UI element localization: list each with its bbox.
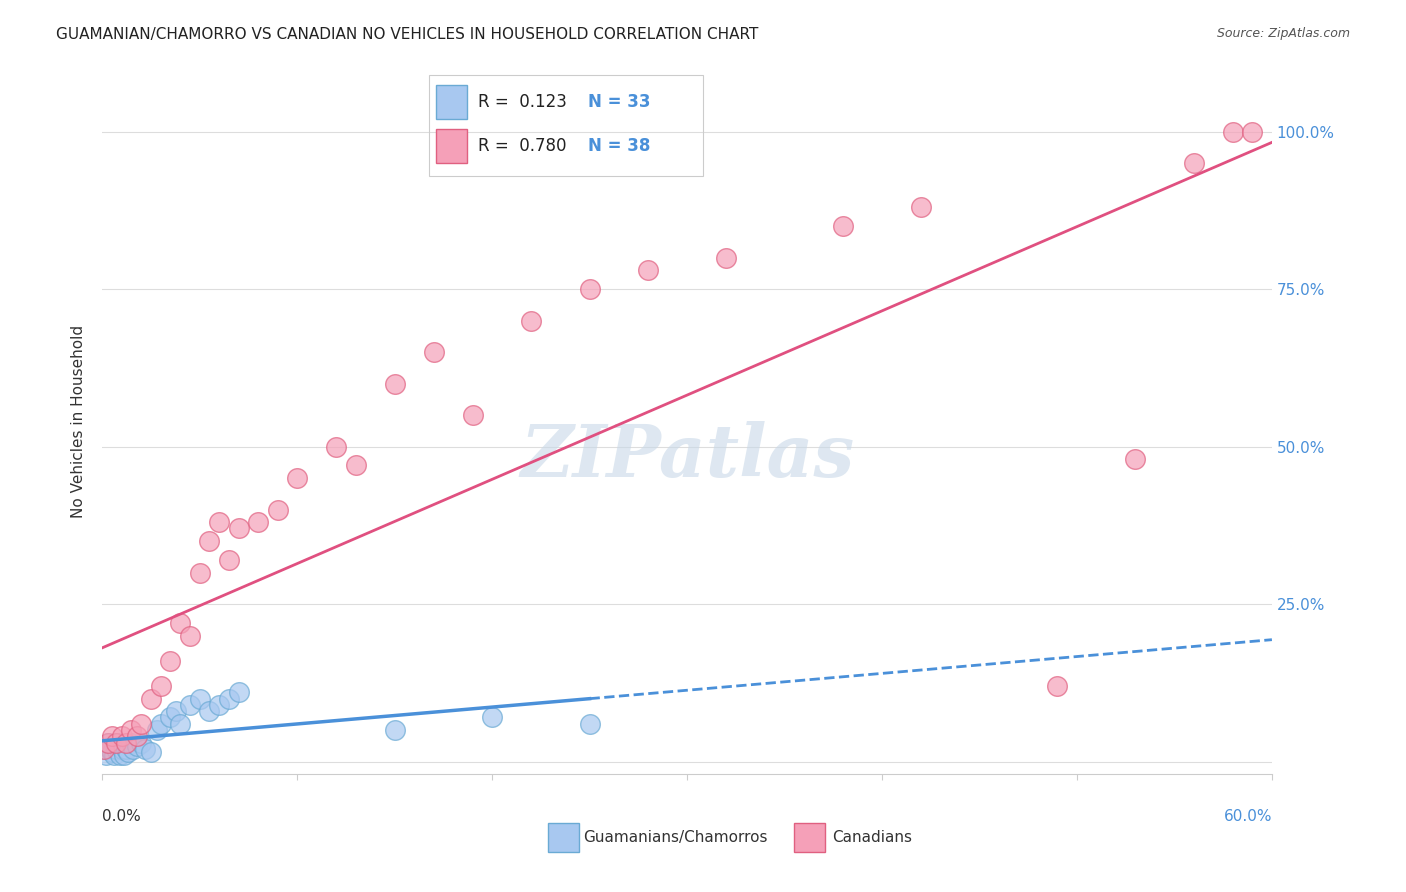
Point <box>112 748 135 763</box>
Point <box>108 748 131 763</box>
Point <box>520 313 543 327</box>
Point <box>149 716 172 731</box>
Text: R =  0.123: R = 0.123 <box>478 93 567 111</box>
Point <box>578 716 600 731</box>
Point <box>832 219 855 233</box>
Point <box>127 729 149 743</box>
Point <box>111 729 134 743</box>
Point <box>169 716 191 731</box>
Point <box>169 615 191 630</box>
Point <box>149 679 172 693</box>
Point <box>117 745 139 759</box>
Point <box>208 698 231 712</box>
Point <box>714 251 737 265</box>
Point <box>101 729 124 743</box>
Point <box>159 710 181 724</box>
Point <box>384 723 406 737</box>
Point <box>104 742 127 756</box>
Point <box>218 553 240 567</box>
Text: 0.0%: 0.0% <box>103 809 141 824</box>
Text: N = 38: N = 38 <box>588 136 650 154</box>
Y-axis label: No Vehicles in Household: No Vehicles in Household <box>72 325 86 518</box>
Point <box>93 742 115 756</box>
Point <box>165 704 187 718</box>
Point <box>188 691 211 706</box>
Point <box>107 736 129 750</box>
Point <box>228 521 250 535</box>
Point <box>1182 156 1205 170</box>
Text: Guamanians/Chamorros: Guamanians/Chamorros <box>583 830 768 845</box>
Point <box>104 736 127 750</box>
Point <box>266 502 288 516</box>
Point <box>111 742 134 756</box>
Text: 60.0%: 60.0% <box>1223 809 1272 824</box>
Point <box>481 710 503 724</box>
Point <box>97 736 120 750</box>
Point <box>179 698 201 712</box>
Point <box>101 745 124 759</box>
Point <box>384 376 406 391</box>
Text: Source: ZipAtlas.com: Source: ZipAtlas.com <box>1216 27 1350 40</box>
Point <box>1241 124 1264 138</box>
Point <box>325 440 347 454</box>
Point <box>127 739 149 753</box>
Point <box>1222 124 1244 138</box>
Point <box>93 742 115 756</box>
Point <box>422 345 444 359</box>
Point <box>198 534 221 549</box>
Point <box>578 282 600 296</box>
Point <box>146 723 169 737</box>
Point <box>129 716 152 731</box>
Point <box>114 742 136 756</box>
Point <box>285 471 308 485</box>
Point <box>159 654 181 668</box>
Point <box>218 691 240 706</box>
Text: GUAMANIAN/CHAMORRO VS CANADIAN NO VEHICLES IN HOUSEHOLD CORRELATION CHART: GUAMANIAN/CHAMORRO VS CANADIAN NO VEHICL… <box>56 27 759 42</box>
Text: Canadians: Canadians <box>832 830 912 845</box>
Point <box>461 408 484 422</box>
Point <box>134 742 156 756</box>
Point <box>344 458 367 473</box>
Point <box>98 742 121 756</box>
Point <box>120 723 142 737</box>
Point <box>228 685 250 699</box>
Point <box>910 200 932 214</box>
Point <box>114 736 136 750</box>
Text: N = 33: N = 33 <box>588 93 650 111</box>
Point <box>208 515 231 529</box>
Point <box>103 748 125 763</box>
Point <box>179 628 201 642</box>
Point <box>129 736 152 750</box>
Point <box>97 736 120 750</box>
Point <box>94 748 117 763</box>
Point <box>122 742 145 756</box>
Point <box>120 736 142 750</box>
Point <box>188 566 211 580</box>
Point <box>1125 452 1147 467</box>
Point <box>139 691 162 706</box>
Point <box>247 515 270 529</box>
Point <box>637 263 659 277</box>
Point <box>139 745 162 759</box>
Text: R =  0.780: R = 0.780 <box>478 136 567 154</box>
Text: ZIPatlas: ZIPatlas <box>520 421 853 492</box>
Point <box>1046 679 1069 693</box>
Point <box>198 704 221 718</box>
